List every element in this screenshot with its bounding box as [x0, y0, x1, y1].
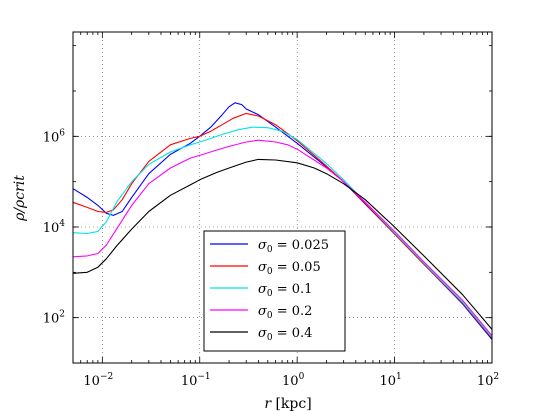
y-tick-label: 106	[43, 128, 66, 145]
legend-label-2: σ0 = 0.1	[258, 282, 312, 299]
x-tick-label: 102	[477, 372, 499, 389]
series-line-3	[72, 139, 493, 337]
legend-label-3: σ0 = 0.2	[258, 304, 312, 321]
y-tick-label: 104	[43, 219, 66, 236]
plot-frame	[72, 31, 493, 364]
y-axis-label: ρ/ρcrit	[12, 175, 28, 222]
series-lines	[72, 102, 493, 340]
x-axis-label: r [kpc]	[264, 396, 311, 411]
legend-label-1: σ0 = 0.05	[258, 260, 321, 277]
legend-label-4: σ0 = 0.4	[258, 326, 312, 343]
y-tick-label: 102	[43, 310, 65, 327]
x-tick-label: 10−2	[83, 372, 113, 389]
series-line-1	[72, 112, 493, 339]
x-tick-label: 10−1	[181, 372, 211, 389]
legend-label-0: σ0 = 0.025	[258, 238, 329, 255]
legend: σ0 = 0.025 σ0 = 0.05 σ0 = 0.1 σ0 = 0.2 σ0 = …	[203, 230, 346, 352]
x-tick-label: 101	[379, 372, 401, 389]
series-line-4	[72, 158, 493, 330]
x-tick-label: 100	[282, 372, 305, 389]
legend-box	[203, 230, 346, 352]
ticks: 10−2 10−1 100 101 102 102 104 106	[43, 32, 499, 389]
